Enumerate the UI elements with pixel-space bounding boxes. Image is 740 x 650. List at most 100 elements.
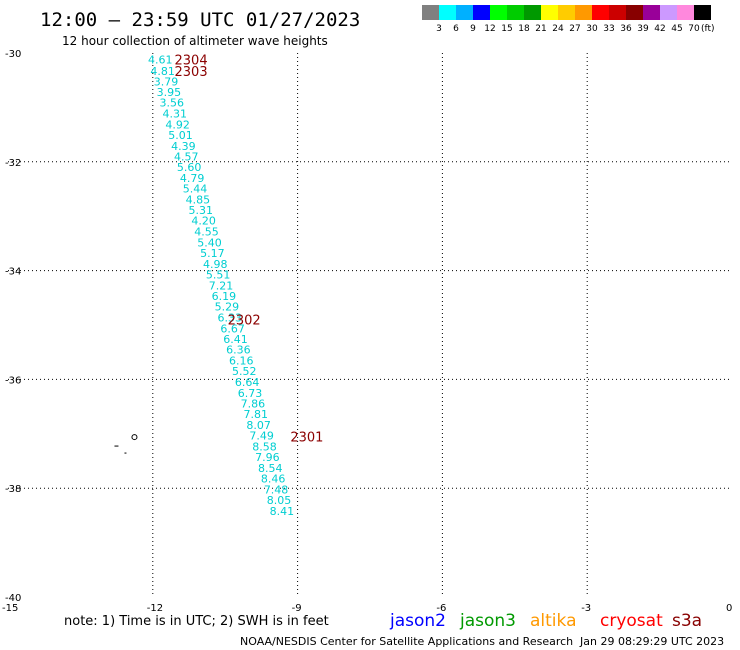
footer-timestamp: Jan 29 08:29:29 UTC 2023 <box>579 635 724 648</box>
wave-height-value: 5.17 <box>200 247 225 260</box>
footer-credit: NOAA/NESDIS Center for Satellite Applica… <box>240 635 573 648</box>
wave-height-value: 3.95 <box>157 86 182 99</box>
wave-height-value: 8.46 <box>261 472 286 485</box>
mission-legend-cryosat: cryosat <box>600 611 663 631</box>
chart-subtitle: 12 hour collection of altimeter wave hei… <box>62 34 328 48</box>
colorbar-tick-label: 42 <box>654 24 665 34</box>
colorbar-swatch <box>660 5 677 20</box>
colorbar-swatch <box>473 5 490 20</box>
wave-height-value: 4.20 <box>191 215 216 228</box>
wave-height-value: 6.33 <box>217 311 242 324</box>
x-tick-label: -12 <box>147 603 163 614</box>
wave-height-value: 6.41 <box>223 333 248 346</box>
mission-legend-s3a: s3a <box>672 611 702 631</box>
wave-height-value: 5.51 <box>206 268 231 281</box>
colorbar-swatch <box>677 5 694 20</box>
colorbar-swatch <box>456 5 473 20</box>
wave-height-value: 5.40 <box>197 236 222 249</box>
wave-height-labels: 4.614.813.793.953.564.314.925.014.394.57… <box>148 54 294 519</box>
colorbar-swatch <box>490 5 507 20</box>
y-tick-label: -34 <box>5 267 21 278</box>
colorbar-unit: (ft) <box>701 24 715 34</box>
x-tick-label: -6 <box>436 603 446 614</box>
wave-height-value: 4.31 <box>162 107 187 120</box>
colorbar-swatch <box>507 5 524 20</box>
colorbar-swatch <box>694 5 711 20</box>
wave-height-value: 4.55 <box>194 225 219 238</box>
wave-height-value: 6.67 <box>220 322 245 335</box>
colorbar-swatch <box>558 5 575 20</box>
colorbar-tick-label: 70 <box>688 24 700 34</box>
y-tick-label: -30 <box>5 49 21 60</box>
wave-height-value: 4.98 <box>203 258 228 271</box>
mission-legend-altika: altika <box>530 611 577 631</box>
mission-legend-jason3: jason3 <box>459 611 516 631</box>
pass-label: 2304 <box>175 54 208 69</box>
colorbar-swatch <box>592 5 609 20</box>
y-tick-label: -36 <box>5 375 21 386</box>
y-tick-label: -32 <box>5 158 21 169</box>
colorbar-swatch <box>422 5 439 20</box>
wave-height-value: 4.92 <box>165 118 190 131</box>
colorbar-tick-label: 33 <box>603 24 614 34</box>
x-tick-label: -9 <box>292 603 302 614</box>
wave-height-value: 4.39 <box>171 140 196 153</box>
colorbar-tick-label: 27 <box>569 24 580 34</box>
wave-height-value: 7.49 <box>249 429 273 442</box>
wave-height-value: 4.61 <box>148 54 173 67</box>
colorbar-swatch <box>524 5 541 20</box>
x-tick-label: -3 <box>581 603 591 614</box>
colorbar-tick-label: 15 <box>501 24 512 34</box>
y-tick-label: -38 <box>5 484 21 495</box>
wave-height-value: 6.16 <box>229 354 254 367</box>
pass-label: 2303 <box>175 65 208 80</box>
colorbar-tick-label: 3 <box>436 24 442 34</box>
colorbar-tick-label: 6 <box>453 24 459 34</box>
wave-height-value: 7.48 <box>264 483 289 496</box>
colorbar-tick-label: 30 <box>586 24 598 34</box>
wave-height-value: 5.60 <box>177 161 202 174</box>
island-outline <box>114 434 138 454</box>
colorbar-tick-label: 9 <box>470 24 476 34</box>
pass-label: 2302 <box>228 314 261 329</box>
wave-height-value: 5.31 <box>189 204 214 217</box>
colorbar-swatch <box>609 5 626 20</box>
wave-height-value: 6.19 <box>212 290 237 303</box>
wave-height-value: 7.96 <box>255 451 280 464</box>
wave-height-value: 8.54 <box>258 462 283 475</box>
colorbar-tick-label: 21 <box>535 24 546 34</box>
colorbar-swatch <box>626 5 643 20</box>
wave-height-value: 3.79 <box>154 75 179 88</box>
colorbar-tick-label: 24 <box>552 24 564 34</box>
wave-height-value: 6.73 <box>238 387 263 400</box>
wave-height-value: 4.85 <box>186 193 211 206</box>
colorbar-swatch <box>439 5 456 20</box>
wave-height-value: 5.29 <box>215 301 240 314</box>
wave-height-value: 3.56 <box>160 97 185 110</box>
wave-height-value: 8.05 <box>267 494 292 507</box>
colorbar-swatch <box>575 5 592 20</box>
x-tick-label: 0 <box>726 603 732 614</box>
colorbar-tick-label: 36 <box>620 24 632 34</box>
colorbar-tick-label: 18 <box>518 24 530 34</box>
wave-height-value: 4.79 <box>180 172 205 185</box>
wave-height-value: 8.58 <box>252 440 277 453</box>
wave-height-value: 7.81 <box>244 408 268 421</box>
chart-title: 12:00 — 23:59 UTC 01/27/2023 <box>40 9 360 31</box>
wave-height-value: 7.21 <box>209 279 234 292</box>
wave-height-value: 7.86 <box>241 397 265 410</box>
wave-height-value: 5.52 <box>232 365 257 378</box>
wave-height-value: 8.41 <box>270 505 295 518</box>
island-mark <box>131 434 138 441</box>
y-tick-label: -40 <box>5 593 21 604</box>
wave-height-value: 4.81 <box>150 65 175 78</box>
pass-label: 2301 <box>290 431 323 446</box>
mission-legend: jason2 jason3 altika cryosat s3a <box>389 611 702 631</box>
plot-grid <box>8 53 732 597</box>
axis-tick-labels: -30-32-34-36-38-40-15 -12 -9 -6 -3 0 <box>2 49 732 614</box>
colorbar-tick-label: 39 <box>637 24 649 34</box>
wave-height-value: 8.07 <box>246 419 270 432</box>
wave-height-value: 6.64 <box>235 376 260 389</box>
